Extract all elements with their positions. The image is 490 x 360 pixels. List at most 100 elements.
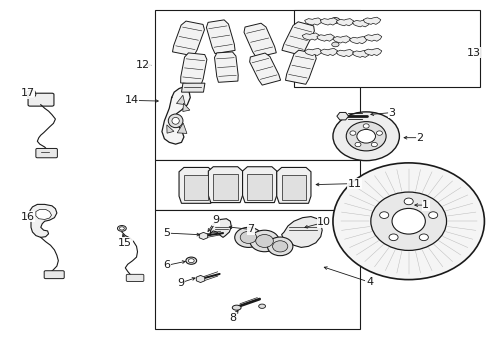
Text: 13: 13 [466,48,481,58]
Polygon shape [244,23,276,58]
Polygon shape [208,167,243,203]
Ellipse shape [333,163,485,280]
Circle shape [355,142,361,147]
Polygon shape [286,50,316,84]
Bar [155,160,360,211]
Ellipse shape [371,192,446,251]
Polygon shape [179,167,213,203]
Polygon shape [176,95,185,105]
Ellipse shape [232,305,241,310]
Polygon shape [184,175,208,201]
Circle shape [363,124,369,128]
Polygon shape [181,83,205,92]
Ellipse shape [332,42,339,47]
Ellipse shape [118,226,126,231]
Text: 9: 9 [212,215,219,225]
Polygon shape [183,103,190,112]
Ellipse shape [168,114,183,128]
Text: 7: 7 [247,225,254,234]
Ellipse shape [333,112,399,161]
Polygon shape [363,17,381,24]
Polygon shape [206,20,235,54]
Text: 8: 8 [230,313,237,323]
Ellipse shape [120,227,124,230]
Polygon shape [36,210,51,220]
Ellipse shape [188,259,194,263]
Ellipse shape [259,304,266,309]
Circle shape [268,237,293,256]
Circle shape [404,198,413,205]
Text: 3: 3 [388,108,395,118]
Polygon shape [247,174,272,200]
Ellipse shape [346,122,386,151]
FancyBboxPatch shape [44,271,64,279]
Text: 6: 6 [163,260,171,270]
FancyBboxPatch shape [36,148,57,158]
Polygon shape [167,125,174,133]
Polygon shape [352,20,370,27]
Text: 11: 11 [348,179,362,189]
Circle shape [419,234,428,240]
Bar [155,211,360,329]
Text: 5: 5 [163,228,171,238]
Polygon shape [282,22,315,55]
Text: 17: 17 [21,88,35,98]
Polygon shape [333,36,350,43]
Text: 4: 4 [366,277,373,287]
Text: 14: 14 [124,95,139,105]
Circle shape [380,212,389,219]
Circle shape [429,212,438,219]
Bar [294,10,480,87]
Text: 10: 10 [317,217,331,227]
Circle shape [235,227,262,247]
Circle shape [240,231,257,243]
Polygon shape [302,33,320,40]
Polygon shape [282,175,306,201]
Polygon shape [320,48,338,55]
Polygon shape [172,21,204,56]
Polygon shape [30,204,57,237]
Circle shape [371,142,377,147]
Polygon shape [277,167,311,203]
Polygon shape [336,49,354,57]
Polygon shape [305,48,322,55]
Bar [155,10,360,160]
Polygon shape [320,18,338,25]
Circle shape [376,131,382,135]
Ellipse shape [172,117,179,124]
Text: 2: 2 [416,133,423,143]
Polygon shape [364,34,382,41]
Ellipse shape [357,130,375,143]
FancyBboxPatch shape [28,93,54,106]
Polygon shape [352,50,370,57]
Polygon shape [177,123,187,134]
Ellipse shape [331,18,340,23]
Text: 12: 12 [136,60,150,70]
Polygon shape [249,53,281,85]
Text: 1: 1 [422,200,429,210]
Ellipse shape [186,257,196,264]
Polygon shape [317,34,334,41]
Polygon shape [364,48,382,55]
Circle shape [389,234,398,240]
Text: 16: 16 [21,212,35,221]
Ellipse shape [392,208,425,234]
Circle shape [256,234,273,247]
Circle shape [250,230,279,252]
Polygon shape [305,18,322,25]
Polygon shape [26,90,36,98]
Circle shape [350,131,356,135]
Circle shape [272,241,288,252]
Polygon shape [210,219,231,237]
Text: 15: 15 [118,238,132,248]
FancyBboxPatch shape [126,274,144,282]
Text: 9: 9 [177,278,184,288]
Polygon shape [243,167,277,203]
Polygon shape [213,174,238,200]
Polygon shape [181,53,207,85]
Polygon shape [215,52,238,82]
Polygon shape [336,19,354,26]
Polygon shape [349,37,367,44]
Polygon shape [282,217,322,247]
Polygon shape [162,87,190,144]
